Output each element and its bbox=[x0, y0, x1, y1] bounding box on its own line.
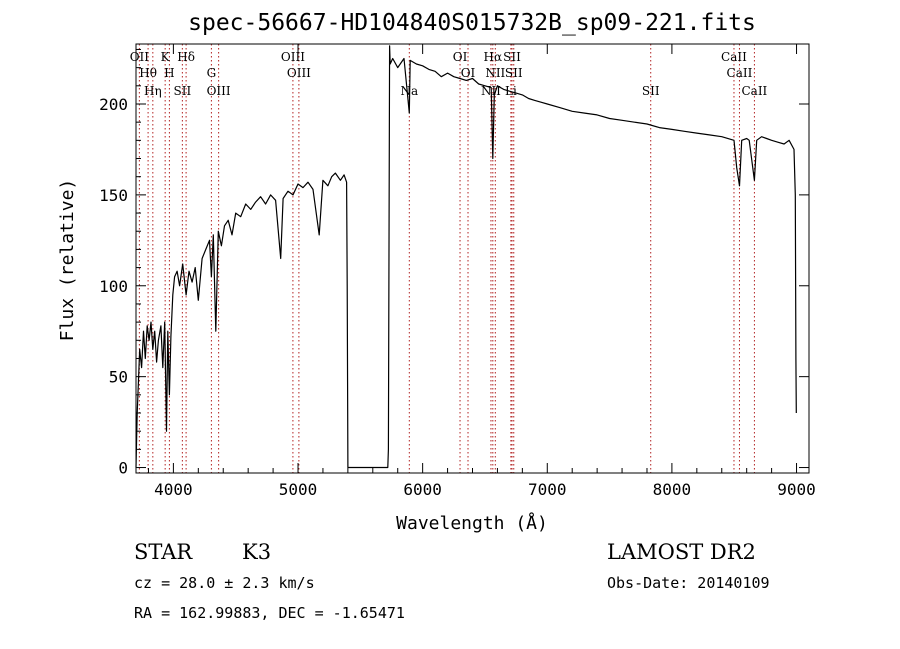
line-marker-label: OI bbox=[461, 66, 476, 80]
object-class: STAR bbox=[134, 540, 193, 564]
coordinates: RA = 162.99883, DEC = -1.65471 bbox=[134, 604, 405, 622]
line-marker-label: NII bbox=[485, 66, 505, 80]
x-tick-label: 7000 bbox=[528, 480, 567, 499]
line-marker-label: K bbox=[161, 50, 171, 64]
spectrum-line bbox=[135, 45, 797, 469]
y-tick-label: 50 bbox=[109, 368, 128, 387]
x-tick-label: 5000 bbox=[279, 480, 318, 499]
line-marker-label: Hη bbox=[144, 84, 162, 98]
x-tick-label: 8000 bbox=[653, 480, 692, 499]
x-tick-label: 4000 bbox=[154, 480, 193, 499]
line-marker-label: SII bbox=[174, 84, 192, 98]
x-tick-label: 9000 bbox=[777, 480, 816, 499]
x-axis-ticks: 4000 5000 6000 7000 8000 9000 bbox=[147, 44, 816, 499]
line-marker-labels: OIIHθHηKHSIIHδGOIIIOIIIOIIINaOIOINIIHαNI… bbox=[130, 50, 768, 98]
line-marker-label: CaII bbox=[741, 84, 767, 98]
line-marker-label: OI bbox=[453, 50, 468, 64]
line-marker-label: Hα bbox=[484, 50, 503, 64]
chart-title: spec-56667-HD104840S015732B_sp09-221.fit… bbox=[188, 10, 756, 36]
line-marker-label: OIII bbox=[207, 84, 231, 98]
line-marker-label: OIII bbox=[281, 50, 305, 64]
line-marker-label: OIII bbox=[287, 66, 311, 80]
line-marker-label: G bbox=[207, 66, 217, 80]
y-tick-label: 100 bbox=[99, 277, 128, 296]
line-marker-label: Hδ bbox=[177, 50, 195, 64]
observation-date: Obs-Date: 20140109 bbox=[607, 574, 770, 592]
line-marker-label: CaII bbox=[721, 50, 747, 64]
x-axis-label: Wavelength (Å) bbox=[396, 512, 548, 534]
x-tick-label: 6000 bbox=[403, 480, 442, 499]
y-tick-label: 0 bbox=[118, 459, 128, 478]
line-marker-label: Hθ bbox=[139, 66, 157, 80]
spectrum-series bbox=[135, 45, 797, 469]
redshift-cz: cz = 28.0 ± 2.3 km/s bbox=[134, 574, 315, 592]
y-axis-label: Flux (relative) bbox=[57, 179, 78, 342]
plot-frame bbox=[135, 43, 810, 474]
line-marker-label: SII bbox=[642, 84, 660, 98]
line-marker-label: H bbox=[164, 66, 174, 80]
line-marker-label: OII bbox=[130, 50, 150, 64]
survey-name: LAMOST DR2 bbox=[607, 540, 756, 564]
line-marker-label: CaII bbox=[727, 66, 753, 80]
y-tick-label: 200 bbox=[99, 95, 128, 114]
object-subclass: K3 bbox=[242, 540, 272, 564]
line-marker-label: SII bbox=[503, 50, 521, 64]
y-axis-ticks: 0 50 100 150 200 bbox=[99, 48, 809, 478]
line-markers bbox=[138, 44, 755, 473]
y-tick-label: 150 bbox=[99, 186, 128, 205]
line-marker-label: SII bbox=[505, 66, 523, 80]
